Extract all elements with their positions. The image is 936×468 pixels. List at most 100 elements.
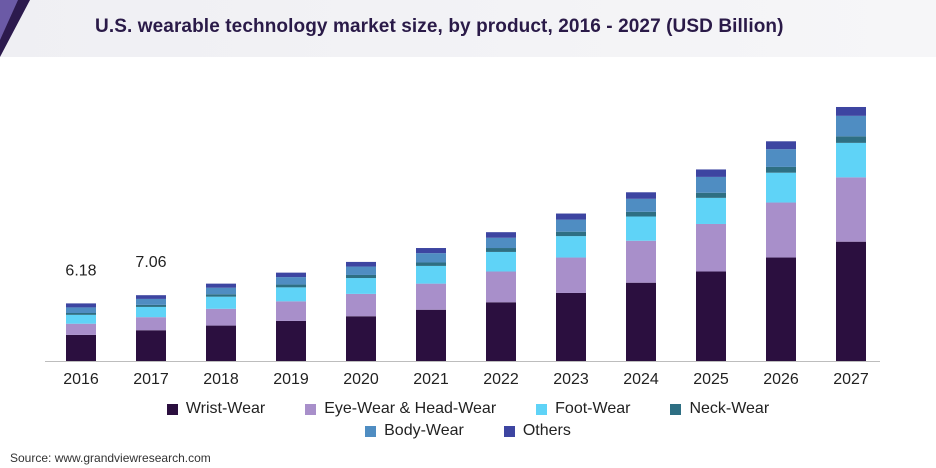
x-tick-label: 2022 — [483, 371, 519, 388]
legend-label: Wrist-Wear — [185, 400, 266, 417]
bar-segment-others-2023 — [556, 213, 586, 220]
bar-segment-eye-2019 — [276, 301, 306, 321]
bar-stack-2016 — [66, 303, 96, 361]
bar-segment-foot-2026 — [766, 172, 796, 203]
bar-stack-2021 — [416, 248, 446, 361]
bar-segment-eye-2025 — [696, 223, 726, 272]
legend-item-eye: Eye-Wear & Head-Wear — [305, 400, 496, 418]
bar-segment-neck-2025 — [696, 192, 726, 198]
bar-stack-2027 — [836, 106, 866, 361]
bar-segment-foot-2027 — [836, 142, 866, 178]
bar-segment-wrist-2019 — [276, 320, 306, 361]
bar-segment-others-2018 — [206, 283, 236, 288]
x-tick-label: 2027 — [833, 371, 869, 388]
bar-segment-body-2023 — [556, 219, 586, 232]
bar-segment-wrist-2026 — [766, 257, 796, 361]
x-tick-label: 2026 — [763, 371, 799, 388]
bar-segment-others-2027 — [836, 106, 866, 116]
legend-item-others: Others — [503, 422, 571, 440]
bar-segment-body-2018 — [206, 287, 236, 295]
bar-segment-body-2019 — [276, 277, 306, 285]
bar-segment-foot-2017 — [136, 306, 166, 318]
bar-segment-eye-2027 — [836, 177, 866, 242]
bar-segment-others-2016 — [66, 303, 96, 308]
bar-segment-wrist-2027 — [836, 241, 866, 361]
bar-segment-eye-2017 — [136, 317, 166, 331]
legend-label: Body-Wear — [384, 422, 464, 439]
bar-segment-body-2017 — [136, 298, 166, 305]
bar-segment-neck-2018 — [206, 294, 236, 297]
legend-swatch — [166, 403, 178, 415]
bar-segment-foot-2024 — [626, 216, 656, 241]
bar-segment-neck-2017 — [136, 304, 166, 307]
bar-segment-body-2027 — [836, 115, 866, 137]
bar-segment-others-2019 — [276, 272, 306, 278]
bar-segment-foot-2023 — [556, 236, 586, 258]
x-tick-label: 2024 — [623, 371, 659, 388]
bar-segment-body-2016 — [66, 307, 96, 313]
bar-segment-wrist-2023 — [556, 292, 586, 361]
legend-swatch — [503, 425, 515, 437]
bar-stack-2023 — [556, 213, 586, 361]
bar-segment-foot-2021 — [416, 265, 446, 284]
bar-segment-others-2026 — [766, 141, 796, 150]
banner-corner-inner-accent — [0, 0, 18, 40]
x-tick-label: 2021 — [413, 371, 449, 388]
title-banner: U.S. wearable technology market size, by… — [0, 0, 936, 57]
x-tick-label: 2020 — [343, 371, 379, 388]
x-tick-label: 2018 — [203, 371, 239, 388]
bar-segment-others-2017 — [136, 295, 166, 299]
bar-segment-others-2024 — [626, 192, 656, 199]
legend-swatch — [536, 403, 548, 415]
stacked-bar-chart: 2016 2017 2018 2019 2020 2021 2022 2023 2024 2025… — [45, 106, 880, 388]
legend-label: Foot-Wear — [555, 400, 631, 417]
bar-segment-wrist-2025 — [696, 271, 726, 361]
bar-stack-2025 — [696, 169, 726, 361]
bar-segment-foot-2019 — [276, 287, 306, 302]
bar-segment-neck-2027 — [836, 136, 866, 143]
bar-segment-neck-2023 — [556, 231, 586, 237]
bar-segment-wrist-2016 — [66, 334, 96, 361]
bar-segment-wrist-2020 — [346, 316, 376, 361]
bar-segment-neck-2019 — [276, 284, 306, 288]
x-tick-label: 2025 — [693, 371, 729, 388]
bar-segment-wrist-2021 — [416, 309, 446, 361]
bar-segment-eye-2026 — [766, 202, 796, 258]
bar-segment-foot-2018 — [206, 296, 236, 309]
bar-segment-foot-2022 — [486, 251, 516, 272]
bar-segment-others-2021 — [416, 248, 446, 254]
bar-segment-others-2020 — [346, 261, 376, 267]
legend-row: Body-Wear Others — [0, 420, 936, 442]
bar-segment-eye-2023 — [556, 257, 586, 293]
bar-segment-neck-2021 — [416, 262, 446, 266]
legend-label: Eye-Wear & Head-Wear — [324, 400, 497, 417]
bar-segment-wrist-2017 — [136, 330, 166, 361]
bar-segment-foot-2025 — [696, 197, 726, 224]
legend-item-neck: Neck-Wear — [670, 400, 769, 418]
bar-segment-eye-2018 — [206, 308, 236, 326]
bar-segment-body-2025 — [696, 176, 726, 193]
legend-row: Wrist-Wear Eye-Wear & Head-Wear Foot-Wear N… — [0, 398, 936, 420]
x-tick-label: 2019 — [273, 371, 309, 388]
bar-segment-foot-2016 — [66, 314, 96, 324]
legend-label: Neck-Wear — [689, 400, 770, 417]
bar-segment-eye-2020 — [346, 293, 376, 317]
bar-segment-others-2025 — [696, 169, 726, 177]
data-label-2016: 6.18 — [65, 262, 96, 279]
chart-title: U.S. wearable technology market size, by… — [95, 16, 784, 37]
bar-stack-2022 — [486, 232, 516, 361]
bar-segment-body-2024 — [626, 198, 656, 212]
bar-stack-2026 — [766, 141, 796, 361]
bar-stack-2024 — [626, 192, 656, 361]
legend-label: Others — [522, 422, 571, 439]
bar-stack-2018 — [206, 283, 236, 361]
bar-segment-others-2022 — [486, 232, 516, 238]
bar-stack-2017 — [136, 295, 166, 361]
bar-segment-eye-2016 — [66, 323, 96, 335]
data-label-2017: 7.06 — [135, 254, 166, 271]
bar-segment-eye-2021 — [416, 283, 446, 310]
bar-segment-body-2022 — [486, 237, 516, 249]
bar-segment-wrist-2024 — [626, 282, 656, 361]
bar-segment-wrist-2022 — [486, 302, 516, 361]
bar-segment-body-2026 — [766, 149, 796, 167]
